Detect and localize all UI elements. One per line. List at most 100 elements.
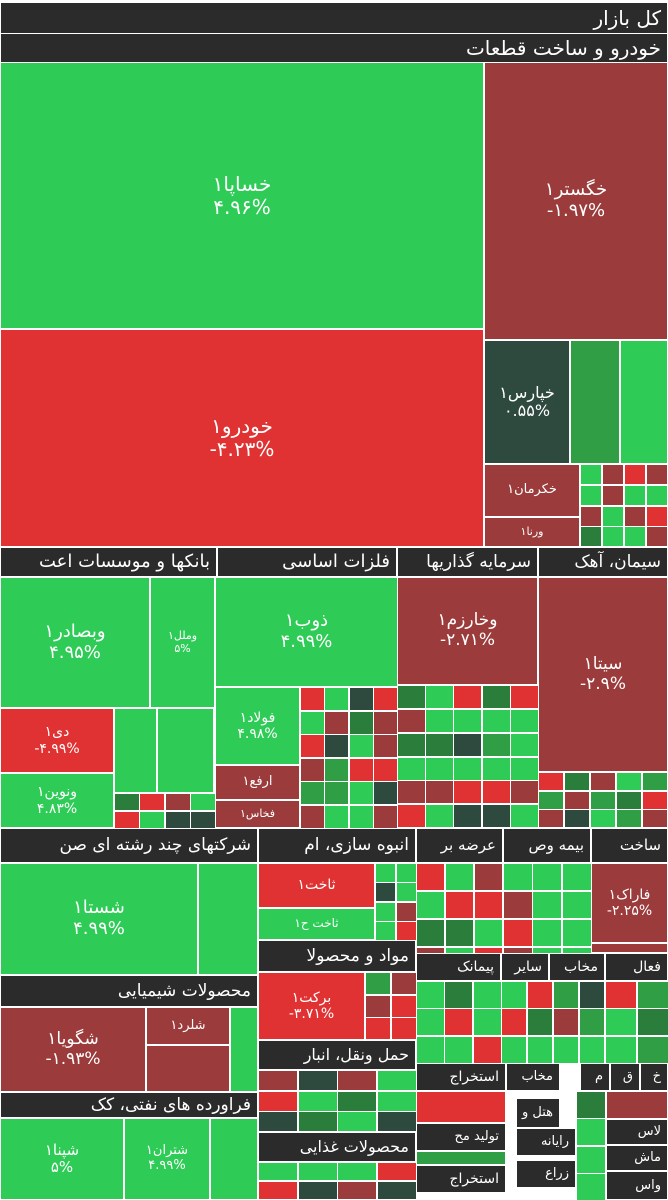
stock-cell[interactable]: [397, 804, 426, 828]
stock-cell[interactable]: [377, 1091, 417, 1112]
stock-cell[interactable]: [365, 1017, 391, 1040]
stock-cell[interactable]: [580, 526, 602, 547]
stock-cell[interactable]: [397, 733, 426, 757]
stock-cell[interactable]: [453, 709, 482, 733]
stock-cell[interactable]: [337, 1091, 377, 1112]
stock-cell[interactable]: [375, 882, 396, 902]
stock-cell[interactable]: [590, 772, 616, 791]
stock-cell[interactable]: [146, 1045, 230, 1092]
stock-cell[interactable]: [416, 891, 445, 919]
stock-cell[interactable]: [349, 781, 374, 805]
stock-cell[interactable]: [373, 805, 398, 829]
stock-cell[interactable]: [114, 793, 140, 811]
stock-cell[interactable]: [579, 981, 605, 1009]
stock-cell[interactable]: [510, 804, 539, 828]
stock-cell[interactable]: [445, 863, 474, 891]
stock-cell[interactable]: [501, 1036, 527, 1064]
stock-cell[interactable]: [444, 1036, 473, 1064]
stock-cell[interactable]: [602, 506, 624, 527]
stock-cell[interactable]: [349, 711, 374, 735]
stock-cell[interactable]: [510, 757, 539, 781]
stock-tile[interactable]: شپنا۱ ۵%: [0, 1118, 124, 1200]
stock-cell[interactable]: [616, 772, 642, 791]
stock-cell[interactable]: [482, 709, 511, 733]
stock-cell[interactable]: [396, 921, 417, 941]
stock-cell[interactable]: [637, 981, 668, 1009]
stock-cell[interactable]: [416, 1008, 445, 1036]
stock-cell[interactable]: [646, 526, 668, 547]
stock-cell[interactable]: [579, 1008, 605, 1036]
stock-cell[interactable]: [564, 772, 590, 791]
stock-cell[interactable]: [165, 811, 191, 829]
stock-cell[interactable]: [258, 1111, 298, 1132]
stock-tile[interactable]: شستا۱ ۴.۹۹%: [0, 863, 198, 975]
stock-cell[interactable]: [337, 1111, 377, 1132]
stock-cell[interactable]: [553, 1036, 579, 1064]
stock-cell[interactable]: [606, 1091, 668, 1119]
stock-cell[interactable]: [139, 811, 165, 829]
stock-tile[interactable]: فاراک۱ -۲.۲۵%: [591, 863, 668, 943]
stock-cell[interactable]: [474, 919, 503, 947]
stock-cell[interactable]: [258, 1070, 298, 1091]
stock-cell[interactable]: [114, 708, 157, 793]
stock-tile[interactable]: خکرمان۱: [484, 464, 580, 517]
stock-cell[interactable]: [445, 919, 474, 947]
stock-cell[interactable]: [562, 919, 592, 947]
stock-cell[interactable]: [637, 1008, 668, 1036]
stock-cell[interactable]: [501, 1008, 527, 1036]
stock-tile[interactable]: خگستر۱ -۱.۹۷%: [484, 62, 668, 340]
stock-cell[interactable]: [373, 781, 398, 805]
stock-tile[interactable]: خودرو۱ -۴.۲۳%: [0, 329, 484, 547]
stock-tile[interactable]: شگویا۱ -۱.۹۳%: [0, 1007, 146, 1092]
stock-cell[interactable]: [416, 1091, 506, 1123]
stock-cell[interactable]: [375, 921, 396, 941]
stock-cell[interactable]: [300, 687, 325, 711]
stock-cell[interactable]: [373, 687, 398, 711]
stock-cell[interactable]: [300, 781, 325, 805]
stock-cell[interactable]: [510, 733, 539, 757]
stock-cell[interactable]: [605, 1008, 637, 1036]
stock-cell[interactable]: [453, 685, 482, 709]
stock-cell[interactable]: [482, 685, 511, 709]
stock-tile[interactable]: وملل۱ ۵%: [150, 577, 215, 708]
stock-cell[interactable]: [397, 757, 426, 781]
stock-cell[interactable]: [482, 733, 511, 757]
stock-cell[interactable]: [375, 863, 396, 883]
stock-tile[interactable]: ثاخت ح۱: [258, 908, 375, 940]
stock-cell[interactable]: [396, 882, 417, 902]
stock-cell[interactable]: [453, 804, 482, 828]
stock-cell[interactable]: [324, 687, 349, 711]
stock-tile[interactable]: فخاس۱: [215, 800, 300, 828]
stock-cell[interactable]: [258, 1162, 298, 1181]
stock-cell[interactable]: [298, 1162, 338, 1181]
stock-cell[interactable]: [642, 791, 668, 810]
stock-cell[interactable]: [553, 981, 579, 1009]
stock-cell[interactable]: [501, 981, 527, 1009]
stock-cell[interactable]: [646, 464, 668, 485]
stock-cell[interactable]: [538, 791, 564, 810]
stock-cell[interactable]: [324, 805, 349, 829]
stock-tile[interactable]: ارفع۱: [215, 765, 300, 800]
stock-cell[interactable]: [298, 1070, 338, 1091]
stock-cell[interactable]: [425, 733, 454, 757]
stock-cell[interactable]: [532, 919, 562, 947]
stock-tile[interactable]: ونوین۱ ۴.۸۳%: [0, 773, 114, 828]
stock-cell[interactable]: [527, 1036, 553, 1064]
stock-cell[interactable]: [642, 809, 668, 828]
stock-cell[interactable]: [324, 711, 349, 735]
stock-cell[interactable]: [444, 981, 473, 1009]
stock-cell[interactable]: [553, 1008, 579, 1036]
stock-cell[interactable]: [473, 1036, 502, 1064]
stock-cell[interactable]: [646, 485, 668, 506]
stock-tile[interactable]: شتران۱ ۴.۹۹%: [124, 1118, 210, 1200]
stock-cell[interactable]: [562, 891, 592, 919]
stock-cell[interactable]: [300, 734, 325, 758]
stock-cell[interactable]: [620, 340, 668, 464]
stock-tile[interactable]: وبصادر۱ ۴.۹۵%: [0, 577, 150, 708]
stock-cell[interactable]: [114, 811, 140, 829]
stock-cell[interactable]: [198, 863, 258, 975]
stock-cell[interactable]: [564, 809, 590, 828]
stock-cell[interactable]: [473, 981, 502, 1009]
stock-cell[interactable]: [349, 734, 374, 758]
stock-cell[interactable]: [510, 709, 539, 733]
